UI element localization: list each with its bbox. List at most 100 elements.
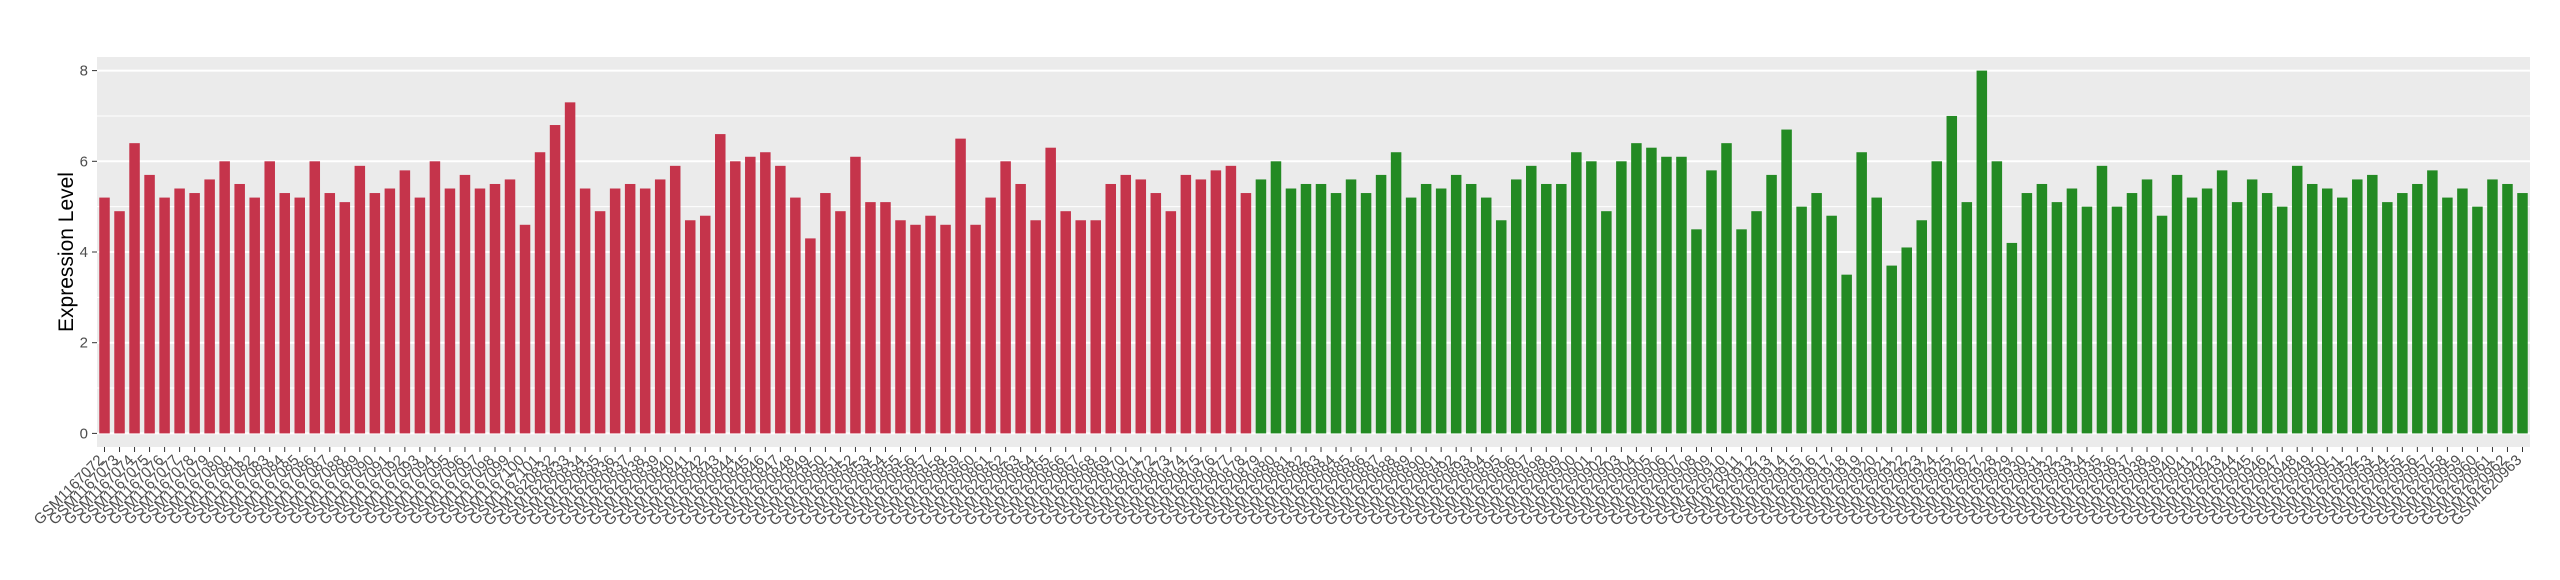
bar-GSM1620846 [760, 152, 771, 434]
bar-GSM1620942 [2201, 188, 2213, 434]
bar-GSM1620835 [594, 211, 606, 434]
bar-GSM1167101 [534, 152, 546, 434]
bar-GSM1620951 [2337, 197, 2348, 434]
bar-GSM1620882 [1300, 183, 1312, 434]
bar-GSM1620904 [1631, 143, 1642, 434]
bar-GSM1620868 [1090, 220, 1101, 434]
bar-GSM1167080 [219, 161, 230, 434]
bar-GSM1620870 [1120, 174, 1132, 434]
bar-GSM1620891 [1435, 188, 1447, 434]
bar-GSM1620832 [549, 125, 561, 434]
bar-GSM1620845 [745, 156, 756, 434]
bar-GSM1620864 [1030, 220, 1041, 434]
bar-GSM1620889 [1405, 197, 1417, 434]
bar-GSM1167077 [174, 188, 185, 434]
bar-GSM1620881 [1285, 188, 1297, 434]
bar-GSM1167093 [414, 197, 426, 434]
bar-GSM1620841 [684, 220, 696, 434]
bar-GSM1620939 [2156, 215, 2168, 434]
bar-GSM1620909 [1706, 170, 1717, 434]
y-tick-label: 8 [80, 63, 88, 80]
bar-GSM1620872 [1150, 193, 1162, 434]
bar-GSM1167082 [249, 197, 260, 434]
bar-GSM1167079 [204, 179, 215, 434]
bar-GSM1620935 [2096, 165, 2108, 434]
bar-GSM1620840 [669, 165, 681, 434]
bar-GSM1620908 [1691, 229, 1702, 434]
bar-GSM1620888 [1390, 152, 1402, 434]
bar-GSM1167073 [114, 211, 125, 434]
bar-GSM1620913 [1766, 174, 1777, 434]
bar-GSM1620879 [1255, 179, 1267, 434]
bar-GSM1620865 [1045, 147, 1056, 434]
bar-GSM1620927 [1976, 70, 1988, 434]
bar-GSM1620907 [1676, 156, 1687, 434]
y-tick-label: 6 [80, 153, 88, 170]
bar-GSM1620948 [2291, 165, 2303, 434]
bar-GSM1620962 [2502, 183, 2513, 434]
bar-GSM1620922 [1901, 247, 1912, 434]
y-tick-label: 2 [80, 335, 88, 352]
bar-GSM1620894 [1480, 197, 1492, 434]
bar-GSM1620874 [1180, 174, 1192, 434]
bar-GSM1620866 [1060, 211, 1071, 434]
bar-GSM1620862 [1000, 161, 1011, 434]
bar-GSM1620950 [2321, 188, 2333, 434]
bar-GSM1620906 [1661, 156, 1672, 434]
bar-GSM1167097 [474, 188, 486, 434]
bar-GSM1620850 [820, 193, 831, 434]
bar-GSM1167081 [234, 183, 245, 434]
bar-GSM1620910 [1721, 143, 1732, 434]
bar-GSM1620869 [1105, 183, 1116, 434]
bar-GSM1620956 [2412, 183, 2423, 434]
bar-GSM1620860 [970, 224, 981, 434]
bar-GSM1620849 [805, 238, 816, 434]
bar-GSM1620954 [2382, 202, 2393, 434]
bar-GSM1620921 [1886, 265, 1897, 434]
bar-GSM1620916 [1811, 193, 1822, 434]
bar-GSM1620887 [1375, 174, 1387, 434]
bar-GSM1167076 [159, 197, 170, 434]
bar-GSM1620897 [1526, 165, 1537, 434]
bar-GSM1167089 [354, 165, 366, 434]
bar-GSM1620905 [1646, 147, 1657, 434]
bar-GSM1167072 [99, 197, 110, 434]
bar-GSM1620834 [579, 188, 591, 434]
y-axis-ticks: 0 2 4 6 8 [80, 63, 97, 442]
bar-GSM1620914 [1781, 129, 1792, 434]
bar-GSM1167098 [489, 183, 501, 434]
bar-GSM1620930 [2021, 193, 2033, 434]
bar-GSM1620900 [1571, 152, 1582, 434]
bar-GSM1167085 [294, 197, 305, 434]
bar-GSM1620902 [1601, 211, 1612, 434]
bar-GSM1620859 [955, 138, 966, 434]
bar-GSM1620848 [790, 197, 801, 434]
bar-GSM1620923 [1916, 220, 1927, 434]
bar-GSM1167095 [444, 188, 456, 434]
bar-GSM1620895 [1495, 220, 1507, 434]
bar-GSM1620925 [1946, 115, 1958, 434]
bar-GSM1620843 [715, 134, 726, 434]
bar-GSM1620952 [2352, 179, 2363, 434]
bar-GSM1620937 [2126, 193, 2138, 434]
bar-GSM1167092 [399, 170, 411, 434]
bar-GSM1620933 [2066, 188, 2078, 434]
bar-GSM1620957 [2427, 170, 2438, 434]
y-tick-label: 0 [80, 425, 88, 442]
bar-GSM1620856 [910, 224, 921, 434]
bar-GSM1620919 [1856, 152, 1867, 434]
bar-GSM1620885 [1345, 179, 1357, 434]
bar-GSM1620941 [2186, 197, 2198, 434]
bar-GSM1167090 [369, 193, 381, 434]
bar-GSM1620883 [1315, 183, 1327, 434]
bar-GSM1620949 [2306, 183, 2318, 434]
bar-GSM1167078 [189, 193, 200, 434]
bar-GSM1167084 [279, 193, 290, 434]
bar-GSM1620947 [2276, 206, 2288, 434]
bar-GSM1620945 [2246, 179, 2258, 434]
bar-GSM1620857 [925, 215, 936, 434]
bar-GSM1620890 [1420, 183, 1432, 434]
bar-GSM1620880 [1270, 161, 1282, 434]
bar-GSM1620873 [1165, 211, 1177, 434]
bar-GSM1620886 [1360, 193, 1372, 434]
